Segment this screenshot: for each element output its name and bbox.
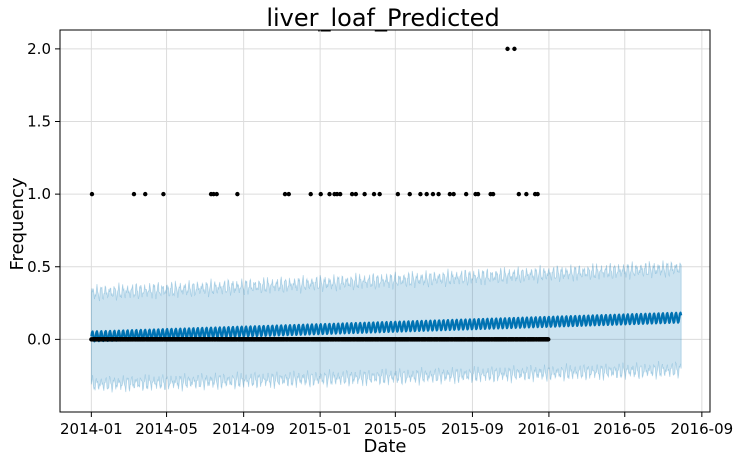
observed-point: [447, 191, 453, 197]
observed-point: [512, 46, 517, 52]
plot-area-frame: [59, 29, 711, 413]
observed-point: [334, 191, 340, 197]
x-tick-label: 2016-01: [518, 420, 581, 438]
observed-point: [362, 191, 367, 197]
y-tick-label: 0.5: [27, 258, 51, 276]
x-tick-label: 2015-01: [289, 420, 352, 438]
observed-point: [337, 191, 343, 197]
observed-point: [451, 191, 456, 197]
observed-point: [286, 191, 291, 197]
observed-point: [211, 191, 216, 197]
observed-point: [436, 191, 441, 197]
observed-point: [161, 191, 166, 197]
observed-point: [131, 191, 137, 197]
y-tick-label: 1.0: [27, 185, 51, 203]
x-axis-ticks: 2014-01 2014-05 2014-09 2015-01 2015-05 2015-…: [60, 412, 733, 438]
observed-point: [407, 191, 412, 197]
observed-point: [235, 191, 240, 197]
observed-point: [475, 191, 481, 197]
observed-point: [516, 191, 522, 197]
forecast-line: [90, 311, 683, 343]
observed-point: [377, 191, 382, 197]
observed-point: [143, 191, 148, 197]
observed-point: [308, 191, 313, 197]
y-axis-label: Frequency: [7, 177, 28, 270]
observed-point: [318, 191, 323, 197]
x-tick-label: 2016-05: [593, 420, 656, 438]
x-tick-label: 2015-05: [364, 420, 427, 438]
grid: [60, 30, 710, 412]
forecast-trend-line: [90, 311, 683, 343]
observed-point: [524, 191, 529, 197]
observed-point: [371, 191, 377, 197]
y-tick-label: 0.0: [27, 330, 51, 348]
observed-point: [282, 191, 288, 197]
observed-point: [214, 191, 219, 197]
x-tick-label: 2014-09: [212, 420, 275, 438]
x-tick-label: 2014-01: [60, 420, 123, 438]
y-tick-label: 2.0: [27, 40, 51, 58]
x-tick-label: 2014-05: [135, 420, 198, 438]
x-axis-label: Date: [363, 436, 406, 457]
x-tick-label: 2015-09: [441, 420, 504, 438]
observed-point: [327, 191, 332, 197]
observed-point: [89, 191, 95, 197]
x-tick-label: 2016-09: [671, 420, 734, 438]
observed-point: [546, 337, 551, 342]
observed-point: [418, 191, 423, 197]
observed-point: [353, 191, 359, 197]
observed-point: [424, 191, 429, 197]
observed-point: [349, 191, 355, 197]
y-tick-label: 1.5: [27, 113, 51, 131]
observed-point: [490, 191, 496, 197]
observed-point: [430, 191, 436, 197]
observed-point: [505, 46, 510, 52]
observed-point: [535, 191, 540, 197]
observed-point: [463, 191, 469, 197]
y-axis-ticks: 0.0 0.5 1.0 1.5 2.0: [27, 40, 60, 348]
observed-points: [89, 46, 551, 342]
observed-point: [395, 191, 401, 197]
chart-title: liver_loaf_Predicted: [266, 4, 499, 32]
